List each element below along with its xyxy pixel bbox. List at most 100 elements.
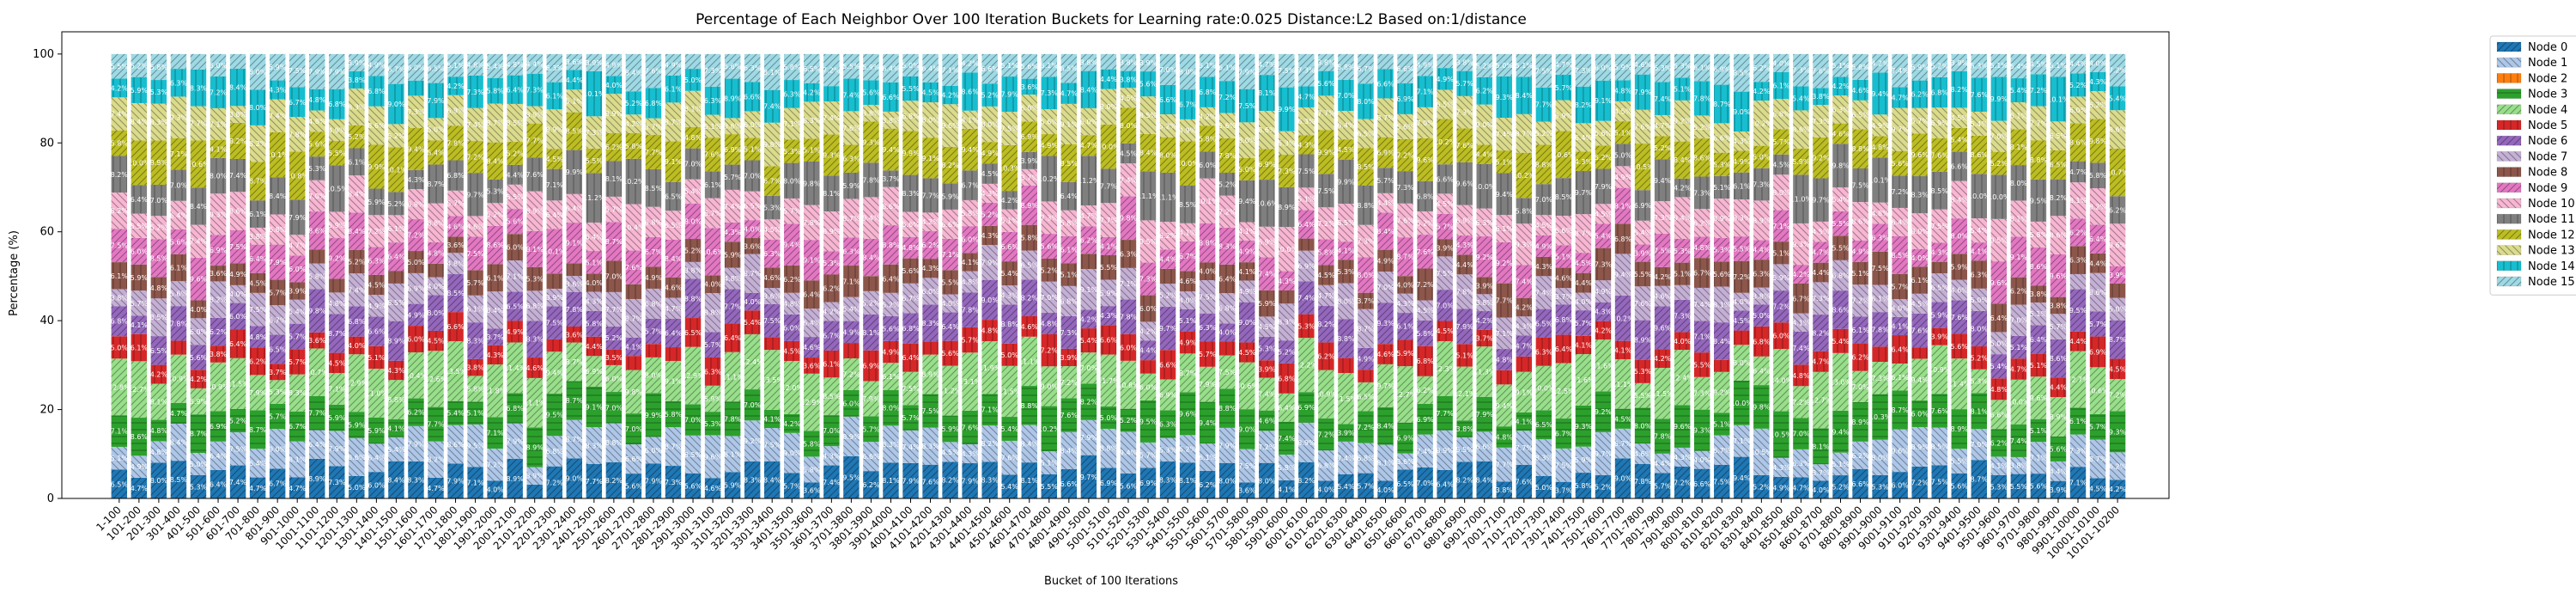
bar-segment <box>1911 266 1928 294</box>
bar-segment <box>1358 53 1374 84</box>
bar-segment <box>843 172 860 199</box>
bar-segment <box>1535 184 1552 216</box>
bar-value-label: 5.1% <box>1060 272 1078 279</box>
bar-segment <box>487 364 503 418</box>
bar-value-label: 8.6% <box>882 203 900 211</box>
bar-segment <box>249 227 266 245</box>
bar-value-label: 10.1% <box>1196 198 1218 205</box>
bar-segment <box>1753 168 1770 201</box>
bar-value-label: 3.9% <box>348 59 366 67</box>
bar-value-label: 5.6% <box>1041 119 1059 126</box>
bar-segment <box>1634 463 1651 498</box>
bar-value-label: 5.6% <box>1951 343 1969 351</box>
bar-value-label: 6.5% <box>1357 130 1375 138</box>
bar-value-label: 6.6% <box>1100 336 1118 344</box>
bar-value-label: 6.6% <box>744 93 762 101</box>
bar-segment <box>1674 100 1691 142</box>
bar-segment <box>1931 171 1947 210</box>
bar-value-label: 10.0% <box>128 159 150 167</box>
bar-segment <box>586 251 603 274</box>
bar-segment <box>131 333 148 362</box>
bar-segment <box>1417 268 1433 301</box>
bar-segment <box>784 314 800 341</box>
bar-value-label: 5.2% <box>2069 82 2087 89</box>
bar-value-label: 4.6% <box>1951 287 1969 295</box>
bar-value-label: 6.6% <box>1001 243 1019 251</box>
bar-segment <box>150 277 167 299</box>
bar-segment <box>1872 223 1888 252</box>
bar-segment <box>1734 310 1750 331</box>
bar-value-label: 4.6% <box>763 274 781 282</box>
bar-value-label: 5.5% <box>328 150 346 157</box>
bar-segment <box>1080 328 1097 353</box>
bar-segment <box>1338 424 1354 442</box>
bar-segment <box>823 302 840 321</box>
bar-segment <box>170 69 187 97</box>
bar-segment <box>546 229 562 274</box>
bar-segment <box>863 442 879 472</box>
bar-segment <box>1041 156 1058 202</box>
bar-segment <box>863 290 879 315</box>
bar-segment <box>744 111 761 138</box>
bar-value-label: 9.5% <box>1139 238 1157 246</box>
bar-value-label: 5.3% <box>1278 139 1296 147</box>
bar-value-label: 5.1% <box>2030 427 2048 435</box>
bar-segment <box>289 282 306 300</box>
bar-segment <box>586 70 603 117</box>
bar-value-label: 8.2% <box>1575 101 1593 109</box>
bar-segment <box>546 288 562 307</box>
bar-segment <box>1832 475 1849 498</box>
bar-segment <box>883 225 899 265</box>
bar-segment <box>111 192 128 229</box>
bar-value-label: 7.4% <box>724 203 742 211</box>
bar-value-label: 7.1% <box>842 278 860 285</box>
bar-segment <box>1654 368 1671 419</box>
bar-value-label: 9.6% <box>2050 272 2068 280</box>
bar-segment <box>249 410 266 449</box>
bar-value-label: 4.5% <box>1535 222 1553 229</box>
bar-segment <box>2050 377 2067 398</box>
bar-value-label: 4.5% <box>981 170 999 178</box>
bar-segment <box>1199 107 1216 126</box>
bar-segment <box>131 264 148 291</box>
bar-value-label: 8.2% <box>1317 321 1335 328</box>
bar-segment <box>1516 265 1533 298</box>
bar-segment <box>1397 171 1413 204</box>
bar-value-label: 9.3% <box>2109 428 2127 436</box>
bar-segment <box>942 415 958 443</box>
bar-segment <box>1832 260 1849 291</box>
bar-segment <box>1338 241 1354 260</box>
bar-segment <box>784 340 800 361</box>
bar-segment <box>665 360 682 402</box>
bar-value-label: 8.5% <box>1179 201 1197 209</box>
bar-value-label: 5.3% <box>486 188 504 196</box>
bar-segment <box>1931 327 1947 345</box>
bar-segment <box>2069 246 2087 274</box>
bar-segment <box>309 110 325 132</box>
bar-segment <box>1298 281 1315 315</box>
bar-segment <box>1377 344 1394 364</box>
bar-segment <box>1555 75 1572 101</box>
bar-value-label: 8.3% <box>526 336 544 344</box>
bar-segment <box>131 237 148 265</box>
bar-segment <box>1793 386 1809 419</box>
bar-segment <box>883 82 899 112</box>
bar-segment <box>1397 203 1413 238</box>
bar-value-label: 4.8% <box>507 61 525 69</box>
bar-segment <box>1595 168 1612 205</box>
bar-value-label: 5.2% <box>348 133 366 141</box>
bar-value-label: 9.2% <box>1476 254 1494 261</box>
bar-value-label: 4.1% <box>625 344 643 351</box>
bar-segment <box>2030 442 2047 474</box>
bar-segment <box>605 364 623 393</box>
bar-segment <box>289 411 306 442</box>
bar-value-label: 9.4% <box>1199 419 1217 427</box>
bar-value-label: 7.5% <box>1851 182 1869 190</box>
bar-segment <box>249 53 266 90</box>
bar-segment <box>902 462 919 498</box>
bar-segment <box>111 262 128 290</box>
bar-segment <box>665 277 682 298</box>
bar-value-label: 7.3% <box>1871 375 1889 382</box>
bar-segment <box>2069 467 2087 498</box>
bar-segment <box>1832 352 1849 411</box>
